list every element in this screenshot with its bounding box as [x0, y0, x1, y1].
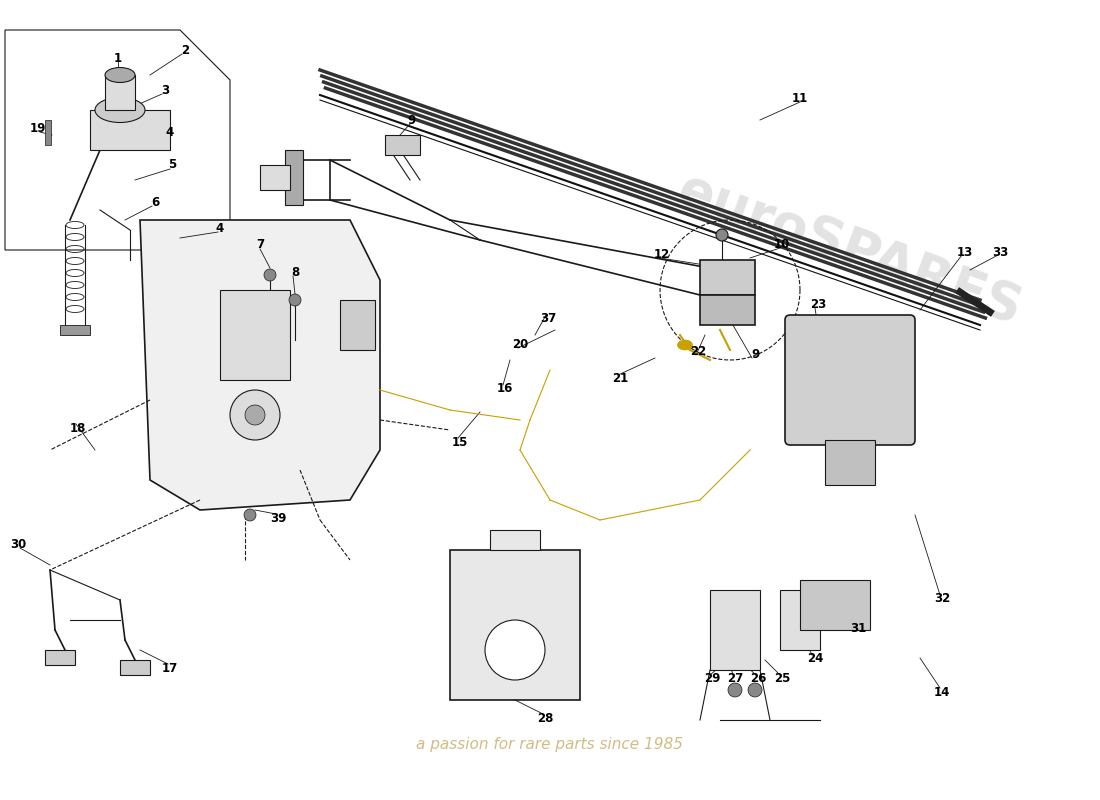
Text: 33: 33: [992, 246, 1008, 258]
Bar: [780, 590, 820, 650]
Text: 29: 29: [704, 671, 720, 685]
Text: 25: 25: [773, 671, 790, 685]
Bar: [45, 650, 75, 665]
Bar: [700, 260, 755, 295]
Text: 5: 5: [168, 158, 176, 171]
Text: 23: 23: [810, 298, 826, 311]
Bar: [104, 75, 135, 110]
Text: 4: 4: [216, 222, 224, 234]
Ellipse shape: [95, 98, 145, 122]
Bar: [700, 295, 755, 325]
Text: 11: 11: [792, 91, 808, 105]
FancyBboxPatch shape: [785, 315, 915, 445]
Text: 30: 30: [10, 538, 26, 551]
Text: 8: 8: [290, 266, 299, 278]
Text: 16: 16: [497, 382, 514, 394]
Circle shape: [245, 405, 265, 425]
Bar: [340, 300, 375, 350]
Text: 21: 21: [612, 371, 628, 385]
Circle shape: [728, 683, 743, 697]
Bar: [800, 580, 870, 630]
Bar: [90, 110, 170, 150]
Text: 10: 10: [774, 238, 790, 251]
Circle shape: [716, 229, 728, 241]
Circle shape: [748, 683, 762, 697]
Text: 26: 26: [750, 671, 767, 685]
Text: 12: 12: [653, 249, 670, 262]
Text: 37: 37: [540, 311, 557, 325]
Circle shape: [264, 269, 276, 281]
FancyBboxPatch shape: [450, 550, 580, 700]
Text: 3: 3: [161, 83, 169, 97]
Text: 24: 24: [806, 651, 823, 665]
Text: 9: 9: [751, 349, 759, 362]
Text: 18: 18: [69, 422, 86, 434]
Text: 15: 15: [452, 435, 469, 449]
Bar: [710, 590, 760, 670]
Bar: [120, 660, 150, 675]
Text: 22: 22: [690, 346, 706, 358]
Bar: [285, 150, 303, 205]
Text: 9: 9: [408, 114, 416, 126]
Bar: [260, 165, 290, 190]
Text: 32: 32: [934, 591, 950, 605]
Text: 17: 17: [162, 662, 178, 674]
Text: 31: 31: [850, 622, 866, 634]
Circle shape: [244, 509, 256, 521]
Text: 27: 27: [727, 671, 744, 685]
Bar: [60, 325, 90, 335]
Polygon shape: [140, 220, 379, 510]
Text: a passion for rare parts since 1985: a passion for rare parts since 1985: [417, 738, 683, 753]
Circle shape: [289, 294, 301, 306]
Circle shape: [485, 620, 544, 680]
Bar: [45, 120, 51, 145]
Text: 19: 19: [30, 122, 46, 134]
Text: euroSPARES: euroSPARES: [671, 163, 1030, 337]
Ellipse shape: [678, 340, 693, 350]
Text: 6: 6: [151, 195, 160, 209]
Circle shape: [230, 390, 280, 440]
Text: 14: 14: [934, 686, 950, 698]
Text: 7: 7: [256, 238, 264, 251]
Ellipse shape: [104, 67, 135, 82]
Bar: [385, 135, 420, 155]
Text: 28: 28: [537, 711, 553, 725]
Text: 39: 39: [270, 511, 286, 525]
Text: 4: 4: [166, 126, 174, 138]
Text: 1: 1: [114, 51, 122, 65]
Text: 2: 2: [180, 43, 189, 57]
Text: 20: 20: [512, 338, 528, 351]
Bar: [220, 290, 290, 380]
Bar: [825, 440, 874, 485]
Text: 13: 13: [957, 246, 974, 258]
Bar: [490, 530, 540, 550]
